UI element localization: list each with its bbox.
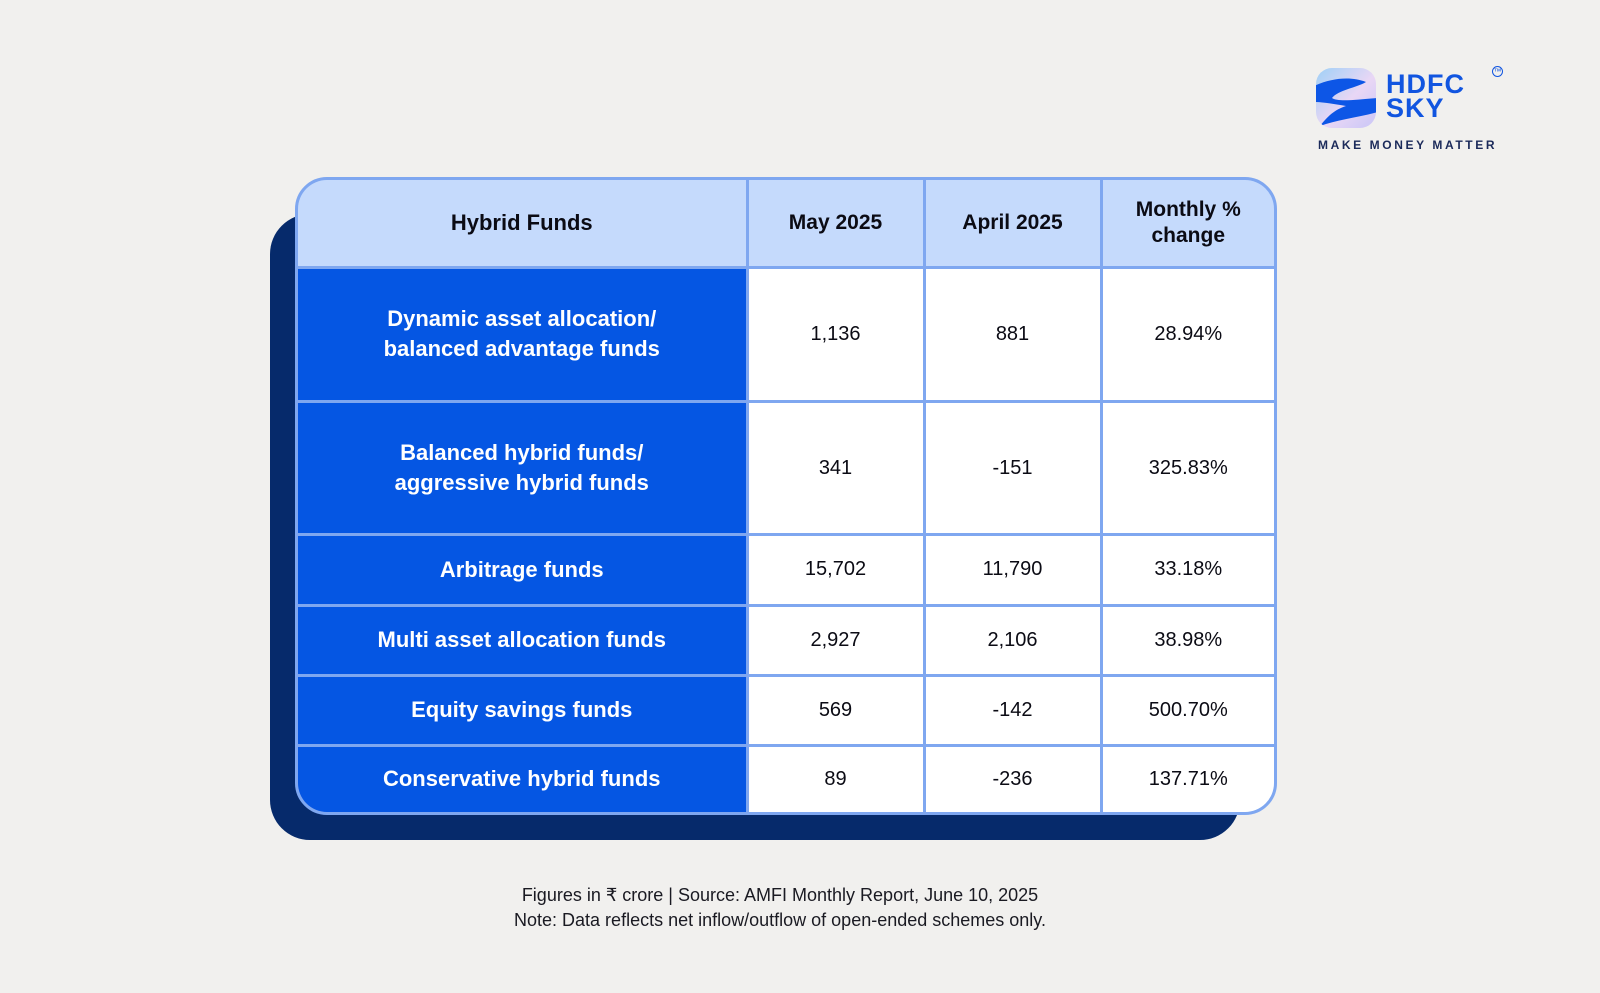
april-value: 2,106 — [922, 603, 1103, 677]
brand-name-line1: HDFC — [1386, 69, 1465, 99]
row-label: Dynamic asset allocation/ balanced advan… — [298, 266, 749, 403]
april-value: -236 — [922, 743, 1103, 812]
row-label: Balanced hybrid funds/ aggressive hybrid… — [298, 399, 749, 537]
april-value: -151 — [922, 399, 1103, 537]
may-value: 2,927 — [745, 603, 926, 677]
table-row: Conservative hybrid funds 89 -236 137.71… — [298, 743, 1274, 812]
table-row: Dynamic asset allocation/ balanced advan… — [298, 266, 1274, 403]
table-row: Multi asset allocation funds 2,927 2,106… — [298, 603, 1274, 677]
header-april-2025: April 2025 — [922, 180, 1103, 269]
april-value: -142 — [922, 673, 1103, 747]
footer-note: Note: Data reflects net inflow/outflow o… — [514, 910, 1046, 930]
trademark-icon: ™ — [1492, 66, 1503, 77]
change-value: 500.70% — [1099, 673, 1274, 747]
row-label: Equity savings funds — [298, 673, 749, 747]
change-value: 325.83% — [1099, 399, 1274, 537]
brand-name-line2: SKY — [1386, 93, 1445, 123]
may-value: 341 — [745, 399, 926, 537]
header-hybrid-funds: Hybrid Funds — [298, 180, 749, 269]
row-label: Multi asset allocation funds — [298, 603, 749, 677]
april-value: 11,790 — [922, 533, 1103, 607]
may-value: 1,136 — [745, 266, 926, 403]
may-value: 89 — [745, 743, 926, 812]
change-value: 137.71% — [1099, 743, 1274, 812]
header-may-2025: May 2025 — [745, 180, 926, 269]
brand-logo: HDFC SKY ™ MAKE MONEY MATTER — [1316, 66, 1506, 156]
brand-tagline: MAKE MONEY MATTER — [1318, 138, 1498, 152]
brand-name: HDFC SKY — [1386, 69, 1465, 123]
change-value: 28.94% — [1099, 266, 1274, 403]
table-header-row: Hybrid Funds May 2025 April 2025 Monthly… — [298, 180, 1274, 269]
table-row: Arbitrage funds 15,702 11,790 33.18% — [298, 533, 1274, 607]
may-value: 15,702 — [745, 533, 926, 607]
change-value: 33.18% — [1099, 533, 1274, 607]
row-label: Arbitrage funds — [298, 533, 749, 607]
hybrid-funds-table: Hybrid Funds May 2025 April 2025 Monthly… — [295, 177, 1277, 815]
april-value: 881 — [922, 266, 1103, 403]
hdfc-sky-logo-icon — [1316, 68, 1376, 128]
may-value: 569 — [745, 673, 926, 747]
footer-source: Figures in ₹ crore | Source: AMFI Monthl… — [521, 885, 1039, 905]
table-row: Equity savings funds 569 -142 500.70% — [298, 673, 1274, 747]
row-label: Conservative hybrid funds — [298, 743, 749, 812]
change-value: 38.98% — [1099, 603, 1274, 677]
table-row: Balanced hybrid funds/ aggressive hybrid… — [298, 399, 1274, 537]
header-monthly-change: Monthly % change — [1099, 180, 1274, 269]
